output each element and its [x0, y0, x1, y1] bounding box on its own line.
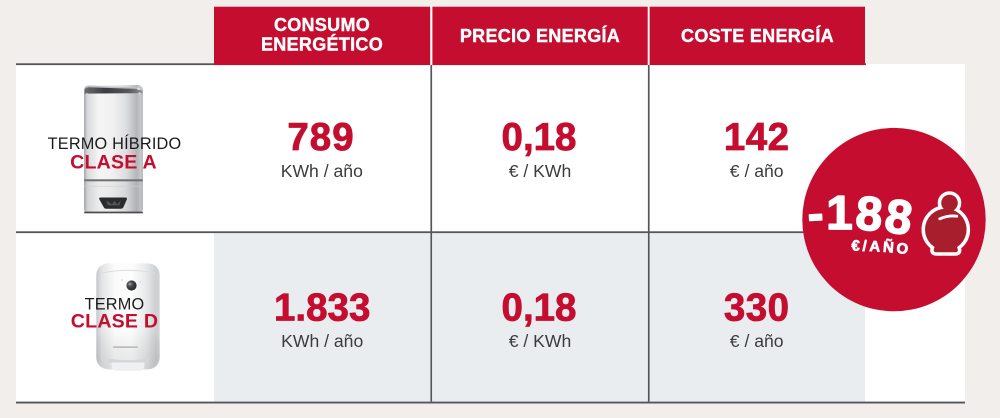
- svg-text:TERMO HÍBRIDO: TERMO HÍBRIDO: [48, 134, 182, 153]
- svg-text:0,18: 0,18: [502, 287, 577, 330]
- svg-text:PRECIO ENERGÍA: PRECIO ENERGÍA: [460, 25, 620, 46]
- svg-text:€ / KWh: € / KWh: [509, 331, 572, 351]
- svg-text:0,18: 0,18: [502, 116, 577, 159]
- svg-text:-188: -188: [806, 187, 917, 246]
- svg-text:€ / año: € / año: [730, 161, 784, 181]
- svg-text:789: 789: [287, 116, 354, 159]
- svg-text:ENERGÉTICO: ENERGÉTICO: [261, 33, 383, 54]
- svg-text:142: 142: [724, 116, 790, 159]
- svg-text:CONSUMO: CONSUMO: [274, 15, 370, 35]
- svg-text:330: 330: [724, 287, 790, 330]
- svg-text:COSTE ENERGÍA: COSTE ENERGÍA: [681, 25, 834, 46]
- svg-text:€ / KWh: € / KWh: [509, 161, 572, 181]
- svg-text:TERMO: TERMO: [85, 296, 145, 314]
- svg-text:€ / año: € / año: [730, 331, 784, 351]
- svg-text:KWh / año: KWh / año: [281, 331, 363, 351]
- svg-text:CLASE D: CLASE D: [71, 311, 158, 333]
- svg-text:CLASE A: CLASE A: [70, 151, 157, 173]
- svg-text:€/AÑO: €/AÑO: [851, 238, 911, 259]
- svg-text:KWh / año: KWh / año: [281, 161, 363, 181]
- svg-text:1.833: 1.833: [274, 287, 370, 330]
